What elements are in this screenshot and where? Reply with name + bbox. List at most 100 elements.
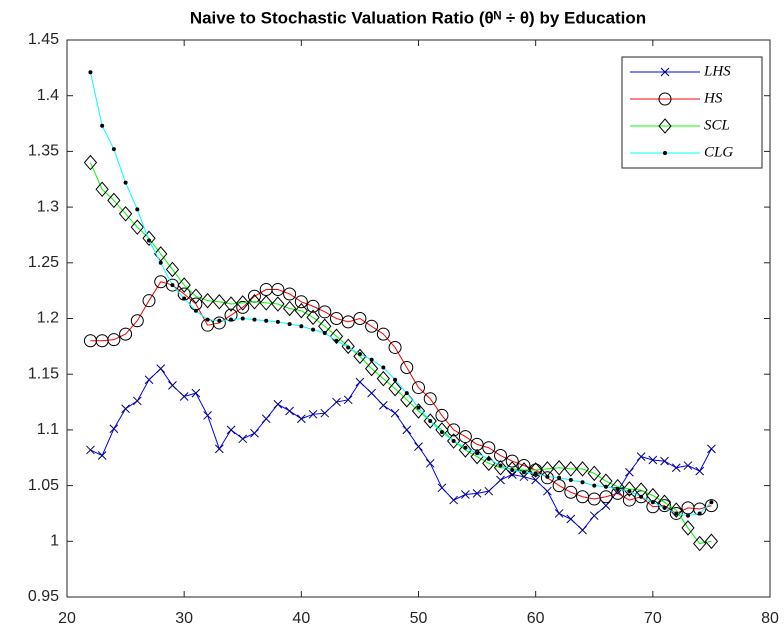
marker [118, 206, 133, 222]
marker [226, 425, 236, 435]
marker [423, 392, 437, 406]
marker [135, 207, 140, 212]
marker [287, 322, 292, 327]
marker [306, 299, 320, 313]
marker [540, 471, 554, 485]
marker [229, 317, 234, 322]
marker [402, 425, 412, 435]
marker [543, 486, 552, 496]
marker [449, 495, 459, 505]
marker [259, 295, 273, 311]
marker [299, 324, 304, 329]
marker [376, 327, 390, 341]
marker [294, 302, 308, 319]
marker [545, 474, 550, 479]
marker [458, 442, 473, 458]
marker [634, 490, 648, 504]
marker [364, 360, 379, 377]
marker [320, 408, 330, 418]
marker [709, 500, 714, 505]
marker [142, 230, 156, 247]
legend-marker [658, 118, 672, 134]
y-tick-label: 1.3 [37, 198, 59, 215]
marker [566, 514, 576, 524]
y-tick-label: 1.35 [28, 143, 59, 160]
marker [365, 319, 379, 333]
marker [622, 493, 636, 507]
marker [589, 511, 599, 521]
marker [308, 409, 318, 419]
marker [439, 430, 444, 435]
marker [601, 501, 611, 511]
marker [341, 315, 355, 329]
marker [603, 484, 608, 489]
marker [592, 483, 597, 488]
marker [437, 483, 447, 493]
marker [669, 502, 683, 518]
marker [357, 352, 362, 357]
marker [355, 377, 365, 387]
marker [564, 461, 578, 477]
marker [275, 319, 280, 324]
marker [214, 444, 224, 454]
marker [97, 451, 107, 460]
marker [170, 283, 175, 288]
marker [451, 439, 456, 444]
y-tick-label: 1.2 [37, 310, 59, 327]
marker [425, 458, 435, 468]
marker [650, 500, 655, 505]
marker [168, 380, 177, 390]
marker [505, 461, 519, 477]
marker [107, 192, 121, 209]
marker [412, 381, 425, 395]
marker [261, 414, 271, 424]
marker [154, 275, 168, 289]
marker [400, 361, 414, 375]
legend-marker [658, 92, 672, 106]
legend-marker [660, 67, 670, 77]
marker [554, 509, 564, 518]
marker [193, 308, 198, 313]
marker [179, 392, 189, 401]
marker [625, 467, 634, 477]
marker [353, 312, 367, 325]
marker [322, 330, 327, 335]
marker [119, 327, 133, 341]
marker [683, 461, 693, 470]
marker [578, 525, 587, 535]
marker [671, 463, 681, 473]
marker [252, 317, 257, 322]
marker [236, 300, 250, 314]
marker [240, 316, 245, 321]
marker [264, 318, 269, 323]
marker [517, 462, 531, 478]
marker [693, 535, 707, 552]
marker [658, 499, 672, 513]
y-tick-label: 1.05 [28, 477, 59, 494]
marker [285, 406, 294, 416]
marker [505, 454, 519, 468]
marker [130, 219, 144, 235]
marker [470, 448, 484, 465]
marker [88, 70, 93, 75]
marker [472, 489, 482, 498]
marker [111, 147, 116, 152]
marker [685, 513, 690, 518]
marker [343, 395, 353, 405]
marker [95, 181, 109, 198]
legend-label: LHS [703, 63, 731, 79]
marker [681, 520, 695, 536]
series-line [89, 162, 712, 545]
marker [369, 357, 374, 362]
marker [378, 401, 388, 410]
marker [156, 364, 166, 373]
marker [580, 480, 585, 485]
marker [121, 404, 130, 414]
marker [627, 489, 632, 494]
marker [132, 396, 142, 406]
marker [334, 338, 339, 343]
marker [353, 348, 367, 365]
marker [390, 408, 400, 418]
marker [191, 388, 201, 398]
